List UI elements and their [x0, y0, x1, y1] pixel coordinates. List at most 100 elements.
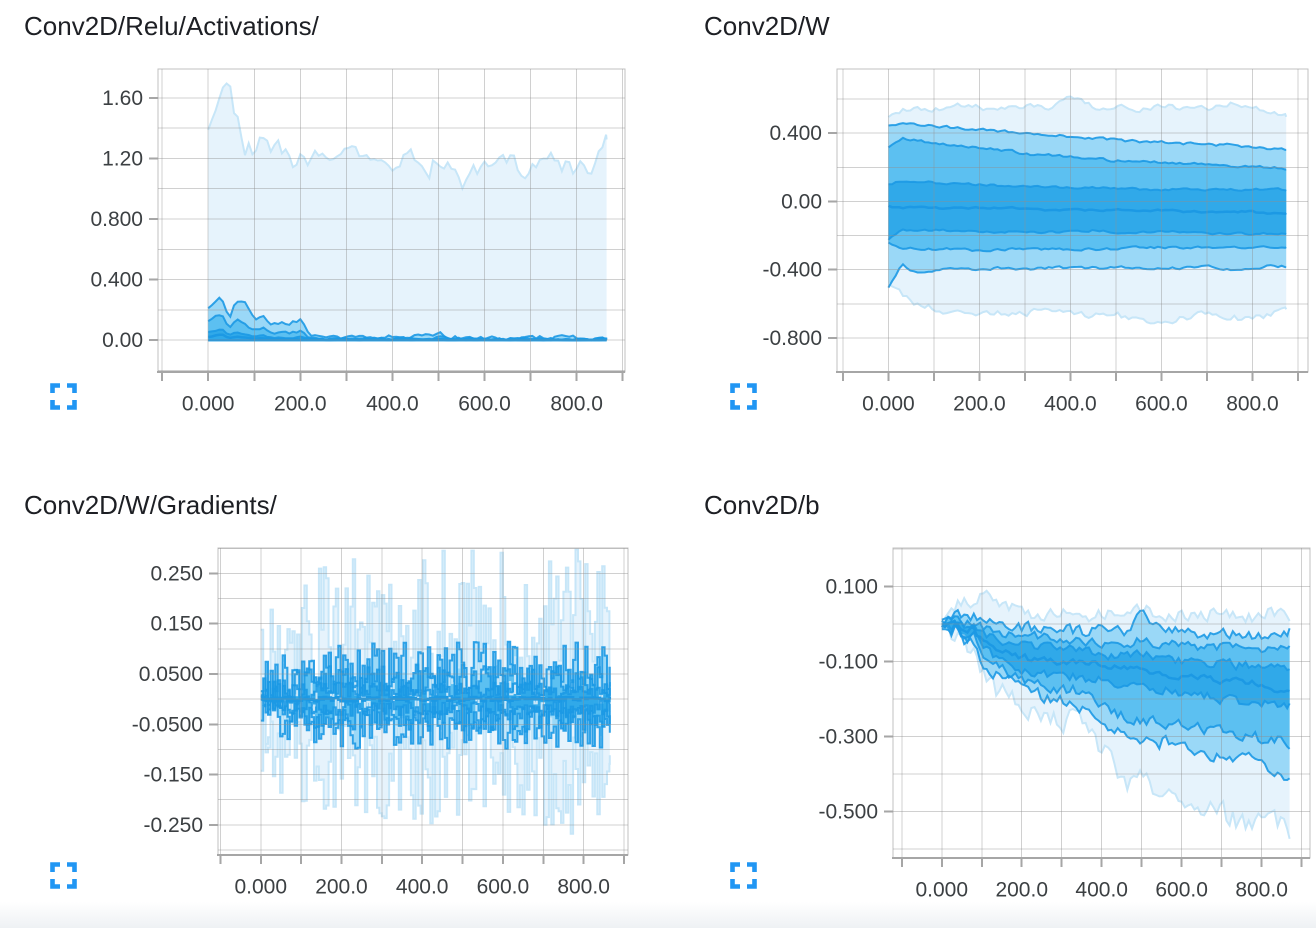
- axes: [884, 585, 1310, 867]
- x-tick-label: 200.0: [995, 878, 1048, 901]
- expand-icon-corner: [747, 862, 757, 872]
- y-tick-label: 0.400: [90, 269, 143, 292]
- percentile-line-p31: [887, 228, 1287, 241]
- percentile-line-p31: [260, 694, 611, 717]
- expand-icon-corner: [50, 400, 60, 410]
- y-tick-label: -0.100: [818, 650, 878, 673]
- axes: [828, 132, 1308, 381]
- x-tick-label: 600.0: [1155, 878, 1208, 901]
- distribution-plot-svg: 0.000 200.0 400.0 600.0 800.0 -0.500 -0.300 -0.…: [818, 547, 1311, 901]
- expand-icon-corner: [50, 879, 60, 889]
- y-tick-label: 0.250: [150, 562, 203, 585]
- min-line: [260, 661, 611, 835]
- band-p69: [208, 329, 607, 341]
- expand-icon-corner: [730, 400, 740, 410]
- expand-button[interactable]: [730, 383, 757, 410]
- expand-icon: [50, 862, 77, 889]
- max-line: [940, 589, 1291, 626]
- expand-icon-corner: [67, 879, 77, 889]
- page-bottom-strip: [0, 902, 1316, 928]
- percentile-line-p69: [941, 619, 1290, 672]
- distribution-plot-svg: 0.000 200.0 400.0 600.0 800.0 -0.250 -0.150 -0.…: [132, 547, 629, 898]
- chart-card: Conv2D/W/Gradients/ 0.000 200.0 400.0 600.0…: [0, 479, 636, 928]
- grid: [158, 69, 625, 372]
- grid: [837, 69, 1308, 373]
- max-line: [207, 82, 608, 192]
- x-tick-label: 400.0: [1075, 878, 1128, 901]
- expand-button[interactable]: [50, 862, 77, 889]
- percentile-line-p7: [887, 262, 1287, 289]
- x-tick-label: 600.0: [477, 875, 530, 898]
- min-line: [887, 282, 1288, 325]
- expand-icon-corner: [730, 879, 740, 889]
- x-tick-label: 0.000: [862, 392, 915, 415]
- percentile-line-p16: [941, 623, 1291, 750]
- chart-card: Conv2D/b 0.000 200.0 400.0 600.0 800.0 -0.500…: [680, 479, 1316, 928]
- percentile-bands: [940, 589, 1291, 840]
- axes: [209, 572, 628, 864]
- tick-labels: 0.000 200.0 400.0 600.0 800.0 -0.250 -0.150 -0.…: [132, 562, 610, 898]
- y-tick-label: -0.500: [818, 800, 878, 823]
- chart-title: Conv2D/W: [704, 11, 830, 41]
- x-tick-label: 0.000: [234, 875, 287, 898]
- percentile-line-p31: [940, 620, 1291, 711]
- expand-icon-corner: [50, 862, 60, 872]
- expand-icon-corner: [730, 862, 740, 872]
- expand-button[interactable]: [730, 862, 757, 889]
- distribution-chart: 0.000 200.0 400.0 600.0 800.0 -0.500 -0.300 -0.…: [680, 479, 1316, 928]
- expand-icon-svg: [50, 862, 77, 889]
- y-tick-label: 0.400: [769, 122, 822, 145]
- expand-icon-corner: [67, 383, 77, 393]
- chart-title: Conv2D/b: [704, 490, 820, 520]
- y-tick-label: -0.400: [762, 259, 822, 282]
- x-tick-label: 400.0: [396, 875, 449, 898]
- expand-icon: [50, 383, 77, 410]
- expand-icon-corner: [50, 383, 60, 393]
- x-tick-label: 600.0: [458, 392, 511, 415]
- percentile-bands: [207, 82, 608, 342]
- y-tick-label: 0.150: [150, 613, 203, 636]
- percentile-bands: [260, 548, 612, 835]
- distribution-plot-svg: 0.000 200.0 400.0 600.0 800.0 -0.800 -0.400 0.0…: [762, 68, 1309, 415]
- x-tick-label: 200.0: [274, 392, 327, 415]
- expand-icon-corner: [747, 400, 757, 410]
- percentile-line-p84: [887, 136, 1287, 171]
- tick-labels: 0.000 200.0 400.0 600.0 800.0 0.00 0.400 0.800 1…: [90, 87, 602, 416]
- x-tick-label: 600.0: [1135, 392, 1188, 415]
- y-tick-label: 1.60: [102, 87, 143, 110]
- x-tick-label: 800.0: [1226, 392, 1279, 415]
- band-max: [208, 83, 607, 341]
- chart-card: Conv2D/Relu/Activations/ 0.000 200.0 400.0…: [0, 0, 636, 470]
- tick-labels: 0.000 200.0 400.0 600.0 800.0 -0.800 -0.400 0.0…: [762, 122, 1278, 415]
- axes: [149, 96, 625, 381]
- expand-button[interactable]: [50, 383, 77, 410]
- percentile-bands: [887, 95, 1288, 325]
- expand-icon-svg: [730, 383, 757, 410]
- min-line: [941, 624, 1291, 840]
- y-tick-label: -0.0500: [132, 713, 203, 736]
- percentile-line-p7: [941, 620, 1291, 782]
- grid: [893, 548, 1310, 858]
- y-tick-label: -0.800: [762, 327, 822, 350]
- x-tick-label: 200.0: [315, 875, 368, 898]
- y-tick-label: 0.00: [102, 329, 143, 352]
- x-tick-label: 0.000: [915, 878, 968, 901]
- median-line: [260, 695, 612, 703]
- x-tick-label: 200.0: [953, 392, 1006, 415]
- chart-title: Conv2D/W/Gradients/: [24, 490, 277, 520]
- y-tick-label: -0.250: [143, 814, 203, 837]
- expand-icon-corner: [747, 879, 757, 889]
- percentile-line-p93: [888, 122, 1287, 151]
- y-tick-label: 0.800: [90, 208, 143, 231]
- expand-icon-corner: [730, 383, 740, 393]
- x-tick-label: 0.000: [182, 392, 235, 415]
- x-tick-label: 800.0: [550, 392, 603, 415]
- tick-labels: 0.000 200.0 400.0 600.0 800.0 -0.500 -0.300 -0.…: [818, 575, 1287, 901]
- y-tick-label: 1.20: [102, 147, 143, 170]
- median-line: [887, 204, 1287, 215]
- distribution-chart: 0.000 200.0 400.0 600.0 800.0 -0.250 -0.150 -0.…: [0, 479, 636, 928]
- expand-icon: [730, 383, 757, 410]
- expand-icon-svg: [730, 862, 757, 889]
- median-line: [208, 333, 607, 342]
